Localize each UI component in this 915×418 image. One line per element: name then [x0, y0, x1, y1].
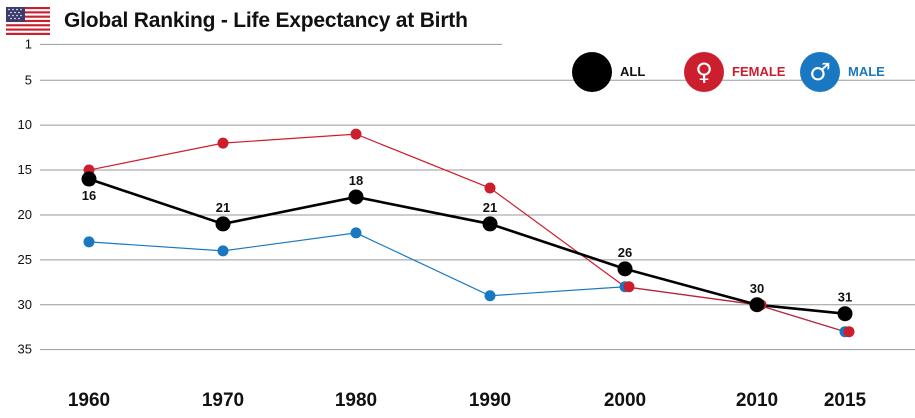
data-point-female: [217, 137, 229, 149]
data-point-female: [350, 128, 362, 140]
series-line-male: [88, 232, 846, 333]
x-tick-label: 2015: [824, 390, 867, 411]
y-tick-label: 1: [25, 36, 32, 51]
series-line-female: [88, 133, 846, 333]
chart-title: Global Ranking - Life Expectancy at Birt…: [64, 9, 468, 32]
x-tick-label: 1980: [335, 390, 377, 411]
y-tick-label: 5: [25, 72, 32, 87]
data-label-all: 21: [216, 200, 230, 215]
data-point-all: [617, 261, 633, 277]
data-point-female: [484, 182, 496, 194]
series-line-all: [88, 177, 846, 316]
y-tick-label: 15: [18, 162, 32, 177]
data-point-all: [837, 306, 853, 322]
data-point-all: [81, 171, 97, 187]
x-tick-label: 1990: [469, 390, 511, 411]
x-tick-label: 1960: [68, 390, 110, 411]
data-point-male: [83, 236, 95, 248]
data-point-all: [749, 297, 765, 313]
data-point-male: [484, 290, 496, 302]
data-point-all: [482, 216, 498, 232]
data-label-all: 26: [618, 245, 632, 260]
data-point-all: [215, 216, 231, 232]
legend-label-male: MALE: [848, 64, 885, 79]
x-tick-label: 2000: [604, 390, 646, 411]
y-tick-label: 20: [18, 207, 32, 222]
y-tick-label: 30: [18, 297, 32, 312]
data-point-male: [350, 227, 362, 239]
header: Global Ranking - Life Expectancy at Birt…: [0, 0, 915, 46]
legend-label-all: ALL: [620, 64, 646, 79]
legend-swatch-female: [684, 52, 724, 92]
data-label-all: 30: [750, 281, 764, 296]
data-point-all: [348, 189, 364, 205]
y-tick-label: 25: [18, 252, 32, 267]
data-label-all: 21: [483, 200, 497, 215]
female-symbol-icon: ♀: [695, 58, 713, 86]
male-symbol-icon: ♂: [809, 58, 831, 86]
y-tick-label: 10: [18, 117, 32, 132]
data-point-female: [623, 281, 635, 293]
data-label-all: 16: [82, 188, 96, 203]
x-tick-label: 2010: [736, 390, 778, 411]
x-tick-label: 1970: [202, 390, 244, 411]
data-label-all: 31: [838, 290, 852, 305]
data-point-male: [217, 245, 229, 257]
y-tick-label: 35: [18, 342, 32, 357]
data-point-female: [843, 326, 855, 338]
legend-swatch-male: [800, 52, 840, 92]
legend-swatch-all: [572, 52, 612, 92]
data-label-all: 18: [349, 173, 363, 188]
legend-label-female: FEMALE: [732, 64, 786, 79]
us-flag-icon: [6, 7, 50, 35]
